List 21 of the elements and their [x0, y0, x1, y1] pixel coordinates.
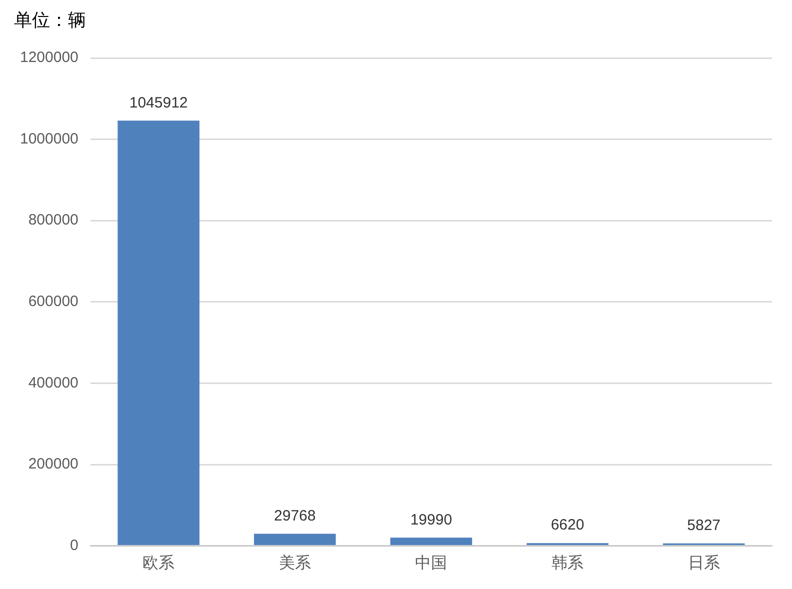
data-label: 5827	[687, 517, 721, 534]
x-tick-label: 中国	[415, 554, 448, 572]
y-tick-label: 0	[70, 536, 78, 554]
y-tick-label: 600000	[28, 293, 78, 310]
y-tick-label: 400000	[28, 374, 78, 392]
x-tick-label: 欧系	[142, 554, 175, 572]
y-tick-label: 1000000	[20, 130, 78, 148]
data-label: 1045912	[129, 94, 188, 112]
x-tick-label: 美系	[278, 554, 311, 572]
x-tick-label: 日系	[688, 554, 720, 572]
y-axis-title: 单位：辆	[14, 10, 86, 30]
y-tick-label: 1200000	[20, 49, 78, 66]
data-label: 6620	[550, 516, 584, 534]
bar	[390, 538, 472, 546]
y-tick-label: 200000	[28, 456, 78, 473]
y-tick-label: 800000	[28, 212, 78, 229]
data-label: 29768	[274, 507, 316, 524]
bar	[254, 534, 336, 546]
x-tick-label: 韩系	[552, 554, 584, 572]
bar	[118, 120, 200, 546]
data-label: 19990	[410, 511, 452, 528]
